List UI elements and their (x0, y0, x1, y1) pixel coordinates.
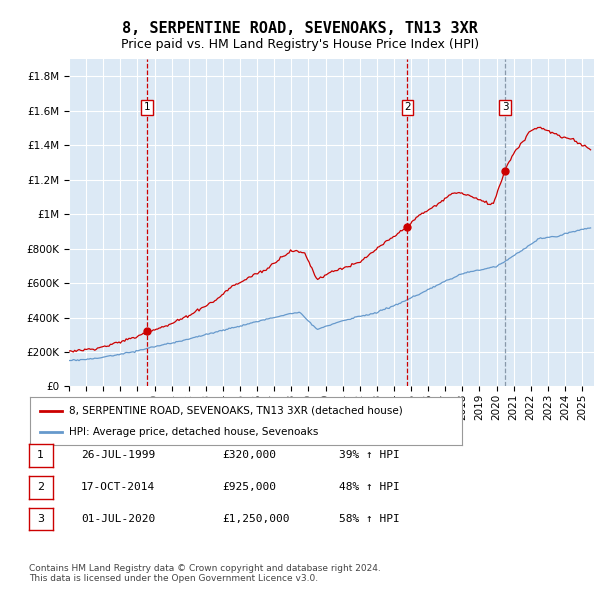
Text: 1: 1 (144, 102, 151, 112)
Text: 8, SERPENTINE ROAD, SEVENOAKS, TN13 3XR: 8, SERPENTINE ROAD, SEVENOAKS, TN13 3XR (122, 21, 478, 35)
Text: 48% ↑ HPI: 48% ↑ HPI (339, 483, 400, 492)
Text: 26-JUL-1999: 26-JUL-1999 (81, 451, 155, 460)
Text: 8, SERPENTINE ROAD, SEVENOAKS, TN13 3XR (detached house): 8, SERPENTINE ROAD, SEVENOAKS, TN13 3XR … (69, 405, 403, 415)
Text: 17-OCT-2014: 17-OCT-2014 (81, 483, 155, 492)
Text: Price paid vs. HM Land Registry's House Price Index (HPI): Price paid vs. HM Land Registry's House … (121, 38, 479, 51)
Text: 3: 3 (502, 102, 508, 112)
Text: £925,000: £925,000 (222, 483, 276, 492)
Text: £320,000: £320,000 (222, 451, 276, 460)
Text: 01-JUL-2020: 01-JUL-2020 (81, 514, 155, 524)
Text: 2: 2 (37, 483, 44, 492)
Text: Contains HM Land Registry data © Crown copyright and database right 2024.
This d: Contains HM Land Registry data © Crown c… (29, 563, 380, 583)
Text: 39% ↑ HPI: 39% ↑ HPI (339, 451, 400, 460)
Text: 1: 1 (37, 451, 44, 460)
Text: 3: 3 (37, 514, 44, 524)
Text: £1,250,000: £1,250,000 (222, 514, 290, 524)
Text: 58% ↑ HPI: 58% ↑ HPI (339, 514, 400, 524)
Text: HPI: Average price, detached house, Sevenoaks: HPI: Average price, detached house, Seve… (69, 427, 318, 437)
Text: 2: 2 (404, 102, 411, 112)
